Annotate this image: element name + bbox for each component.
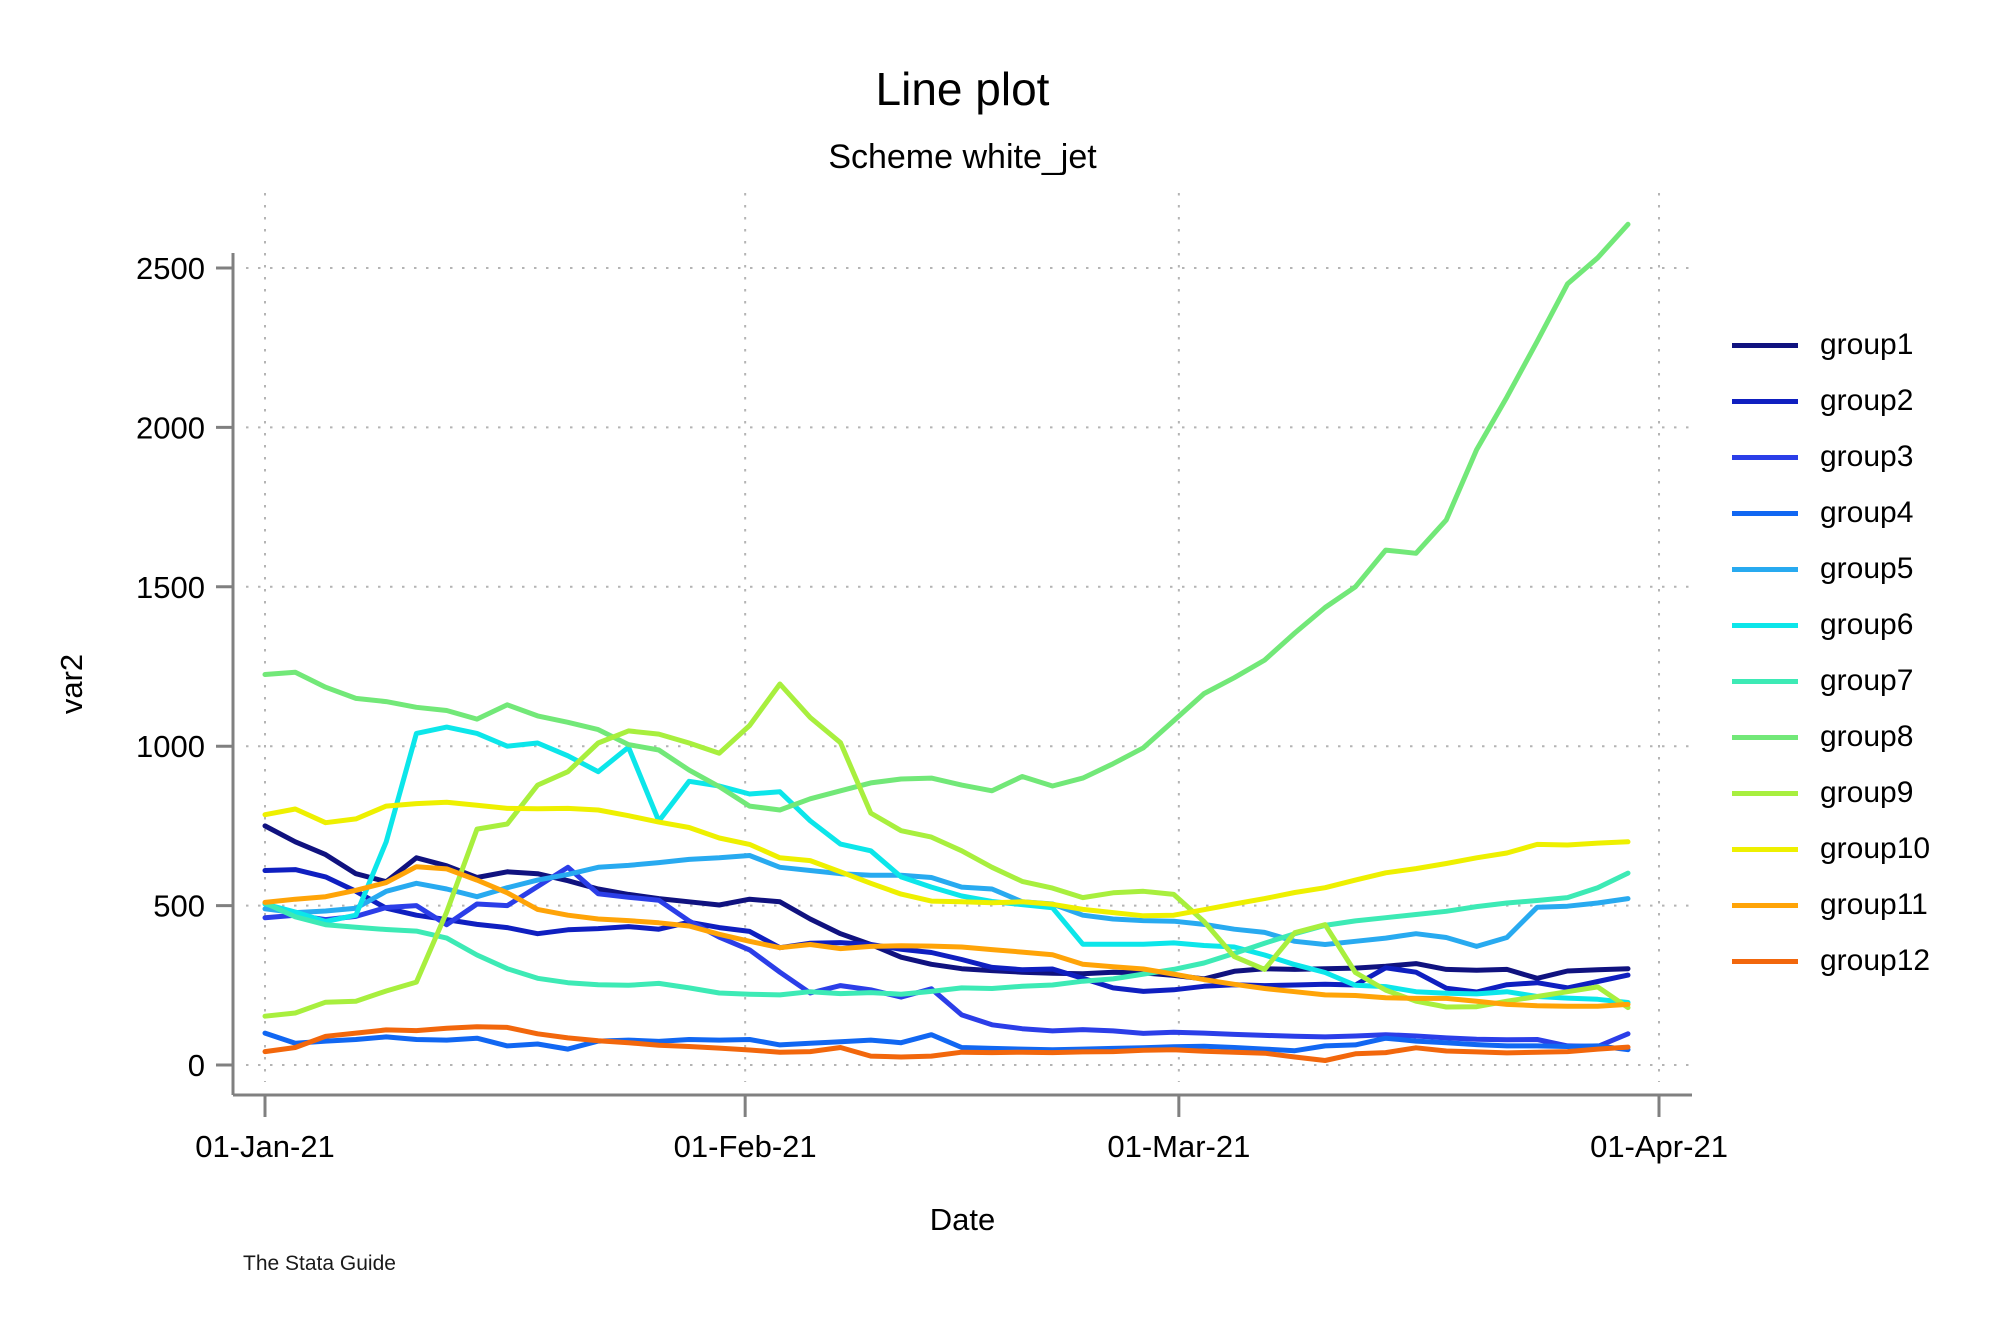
legend-swatch-group11	[1732, 902, 1798, 908]
legend-label-group6: group6	[1820, 608, 1914, 641]
legend-item-group1: group1	[1732, 317, 1930, 373]
legend-swatch-group5	[1732, 566, 1798, 572]
legend-item-group10: group10	[1732, 821, 1930, 877]
series-line-group12	[262, 1024, 1631, 1063]
legend-label-group2: group2	[1820, 384, 1914, 417]
legend-label-group1: group1	[1820, 328, 1914, 361]
x-axis-title: Date	[929, 1202, 996, 1237]
legend-item-group5: group5	[1732, 541, 1930, 597]
series-line-group5	[262, 853, 1631, 949]
series-line-group7	[262, 870, 1631, 998]
legend-item-group2: group2	[1732, 373, 1930, 429]
legend-label-group11: group11	[1820, 888, 1928, 921]
legend-swatch-group2	[1732, 398, 1798, 404]
legend-swatch-group10	[1732, 846, 1798, 852]
legend-item-group12: group12	[1732, 933, 1930, 989]
legend-label-group10: group10	[1820, 832, 1931, 865]
legend-item-group11: group11	[1732, 877, 1930, 933]
y-tick-label-2000: 2000	[136, 410, 205, 445]
x-tick-label-01-Feb-21: 01-Feb-21	[674, 1129, 817, 1164]
x-tick-label-01-Jan-21: 01-Jan-21	[195, 1129, 335, 1164]
chart-subtitle: Scheme white_jet	[828, 138, 1097, 176]
legend-item-group6: group6	[1732, 597, 1930, 653]
y-tick-label-2500: 2500	[136, 251, 205, 286]
series-line-group8	[262, 221, 1631, 813]
y-tick-label-500: 500	[153, 889, 205, 924]
y-tick-label-1500: 1500	[136, 570, 205, 605]
series-line-group2	[262, 867, 1631, 995]
legend-label-group4: group4	[1820, 496, 1914, 529]
series-line-group11	[262, 864, 1631, 1009]
legend-swatch-group8	[1732, 734, 1798, 740]
legend-swatch-group9	[1732, 790, 1798, 796]
legend-item-group7: group7	[1732, 653, 1930, 709]
legend-swatch-group3	[1732, 454, 1798, 460]
legend-swatch-group1	[1732, 342, 1798, 348]
legend: group1 group2 group3 group4 group5 group6 grou…	[1732, 317, 1930, 989]
legend-item-group8: group8	[1732, 709, 1930, 765]
legend-label-group7: group7	[1820, 664, 1914, 697]
x-tick-label-01-Apr-21: 01-Apr-21	[1590, 1129, 1728, 1164]
legend-swatch-group6	[1732, 622, 1798, 628]
legend-swatch-group12	[1732, 958, 1798, 964]
y-tick-label-0: 0	[188, 1048, 205, 1083]
series-line-group3	[262, 864, 1631, 1049]
series-line-group10	[262, 799, 1631, 919]
legend-label-group3: group3	[1820, 440, 1914, 473]
legend-swatch-group7	[1732, 678, 1798, 684]
legend-label-group5: group5	[1820, 552, 1914, 585]
series-line-group4	[262, 1030, 1631, 1054]
chart-title: Line plot	[875, 63, 1050, 115]
series-line-group1	[262, 823, 1631, 982]
legend-item-group9: group9	[1732, 765, 1930, 821]
legend-item-group3: group3	[1732, 429, 1930, 485]
y-tick-label-1000: 1000	[136, 729, 205, 764]
watermark: The Stata Guide	[243, 1252, 396, 1275]
legend-label-group9: group9	[1820, 776, 1914, 809]
legend-swatch-group4	[1732, 510, 1798, 516]
series-line-group6	[262, 724, 1631, 1005]
y-axis-title: var2	[54, 653, 89, 715]
x-tick-label-01-Mar-21: 01-Mar-21	[1107, 1129, 1250, 1164]
legend-item-group4: group4	[1732, 485, 1930, 541]
legend-label-group8: group8	[1820, 720, 1914, 753]
legend-label-group12: group12	[1820, 944, 1931, 977]
